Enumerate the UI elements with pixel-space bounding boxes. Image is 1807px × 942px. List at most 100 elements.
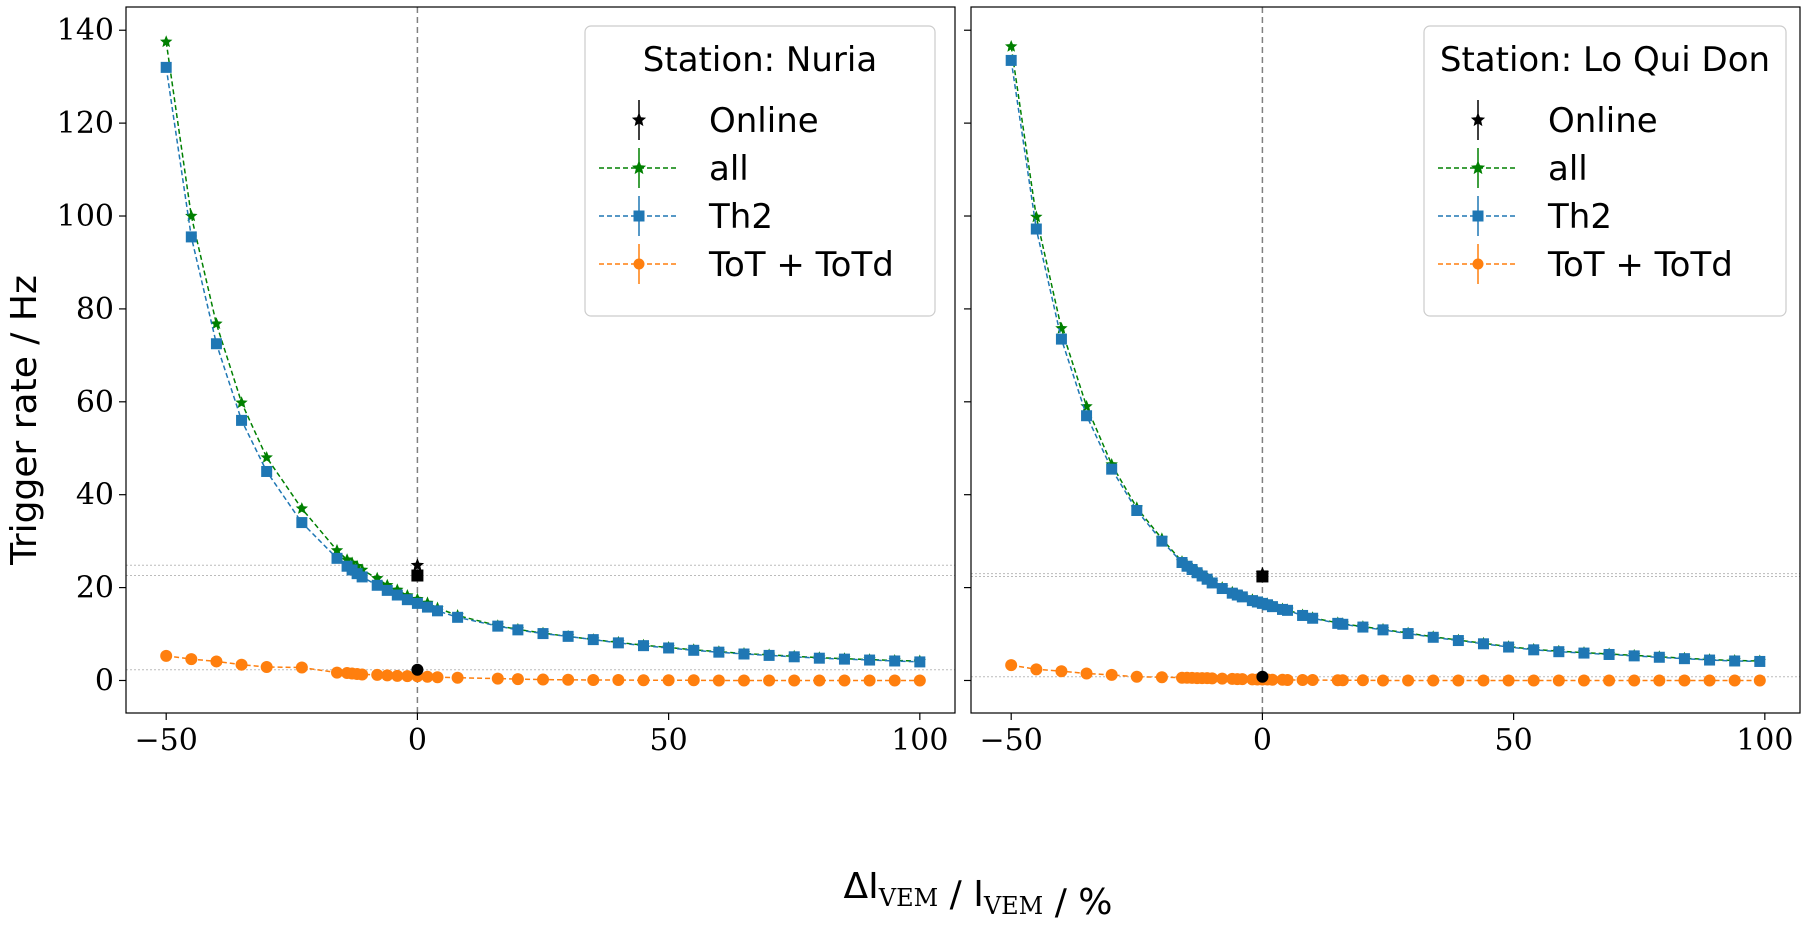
data-point — [1356, 674, 1369, 687]
series-line — [1010, 60, 1760, 663]
data-point — [537, 628, 549, 640]
data-point — [1236, 591, 1248, 603]
legend-title: Station: Nuria — [643, 40, 877, 80]
legend-marker — [631, 160, 647, 175]
data-point — [1106, 463, 1118, 475]
legend-label: ToT + ToTd — [1547, 245, 1733, 285]
online-point — [411, 569, 424, 582]
data-point — [491, 672, 504, 685]
y-tick-label: 20 — [76, 571, 114, 606]
y-tick-label: 0 — [95, 663, 114, 698]
data-point — [663, 642, 675, 654]
data-point — [1030, 210, 1043, 223]
data-point — [371, 668, 384, 681]
data-point — [1477, 674, 1490, 687]
data-point — [1281, 674, 1294, 687]
data-point — [1055, 333, 1067, 345]
data-point — [1156, 535, 1168, 547]
legend-entry: all — [1438, 148, 1588, 189]
data-point — [391, 589, 403, 601]
legend-entry: ToT + ToTd — [1438, 244, 1733, 285]
legend-entry: ToT + ToTd — [599, 244, 894, 285]
data-point — [1005, 54, 1017, 66]
data-point — [1081, 410, 1093, 422]
data-point — [587, 634, 599, 646]
data-point — [712, 674, 725, 687]
online-point — [1256, 670, 1269, 683]
data-point — [401, 670, 414, 683]
legend: Station: Nuria Online all Th2 ToT + ToTd — [584, 25, 936, 317]
legend-entry: Th2 — [1438, 196, 1612, 237]
data-point — [688, 644, 700, 656]
legend-marker — [1472, 258, 1484, 270]
y-tick-label: 100 — [57, 199, 114, 234]
data-point — [1005, 659, 1018, 672]
series-tot-totd — [1005, 659, 1766, 687]
data-point — [1603, 648, 1615, 660]
x-tick-label: 50 — [650, 723, 688, 758]
x-tick-label: 100 — [1736, 723, 1793, 758]
data-point — [1653, 651, 1665, 663]
data-point — [738, 648, 750, 660]
legend-marker — [633, 258, 645, 270]
x-axis-title-subscript: VEM — [983, 892, 1043, 920]
data-point — [1055, 665, 1068, 678]
legend-entry: Online — [1470, 100, 1658, 141]
data-point — [914, 656, 926, 668]
data-point — [160, 61, 172, 73]
plot-area — [126, 7, 955, 713]
series-tot-totd — [160, 649, 926, 687]
data-point — [1266, 601, 1278, 613]
data-point — [1080, 667, 1093, 680]
data-point — [1216, 583, 1228, 595]
data-point — [1552, 674, 1565, 687]
data-point — [713, 646, 725, 658]
data-point — [1427, 674, 1440, 687]
x-tick-label: 50 — [1495, 723, 1533, 758]
data-point — [235, 658, 248, 671]
data-point — [1703, 674, 1716, 687]
data-point — [1336, 674, 1349, 687]
data-point — [210, 655, 223, 668]
data-point — [421, 670, 434, 683]
data-point — [1206, 577, 1218, 589]
data-point — [330, 543, 344, 556]
data-point — [371, 579, 383, 591]
data-point — [737, 674, 750, 687]
data-point — [452, 611, 464, 623]
data-point — [913, 674, 926, 687]
data-point — [1155, 671, 1168, 684]
data-point — [637, 640, 649, 652]
y-tick-label: 60 — [76, 385, 114, 420]
y-tick-label: 140 — [57, 13, 114, 48]
x-axis-title-subscript: VEM — [878, 884, 938, 912]
y-tick-label: 120 — [57, 106, 114, 141]
data-point — [763, 649, 775, 661]
data-point — [236, 414, 248, 426]
data-point — [1055, 321, 1068, 334]
data-point — [662, 674, 675, 687]
data-point — [1377, 624, 1389, 636]
data-point — [763, 674, 776, 687]
data-point — [296, 517, 308, 529]
data-point — [492, 620, 504, 632]
legend-label: Th2 — [708, 197, 773, 237]
online-point — [410, 558, 425, 571]
data-point — [687, 674, 700, 687]
legend-label: all — [709, 149, 749, 189]
data-point — [160, 649, 173, 662]
series-th2 — [160, 61, 926, 668]
data-point — [401, 594, 413, 606]
data-point — [562, 673, 575, 686]
data-point — [1553, 646, 1565, 658]
legend-label: Online — [709, 101, 819, 141]
data-point — [1337, 618, 1349, 630]
data-point — [864, 654, 876, 666]
data-point — [1502, 674, 1515, 687]
data-point — [1528, 644, 1540, 656]
data-point — [1704, 654, 1716, 666]
data-point — [1005, 40, 1018, 52]
x-tick-label: 100 — [891, 723, 948, 758]
data-point — [411, 597, 423, 609]
